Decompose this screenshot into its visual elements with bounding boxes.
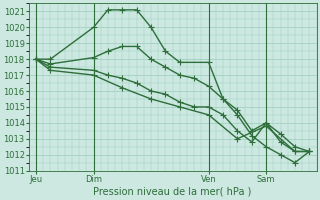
X-axis label: Pression niveau de la mer( hPa ): Pression niveau de la mer( hPa ) (93, 187, 252, 197)
